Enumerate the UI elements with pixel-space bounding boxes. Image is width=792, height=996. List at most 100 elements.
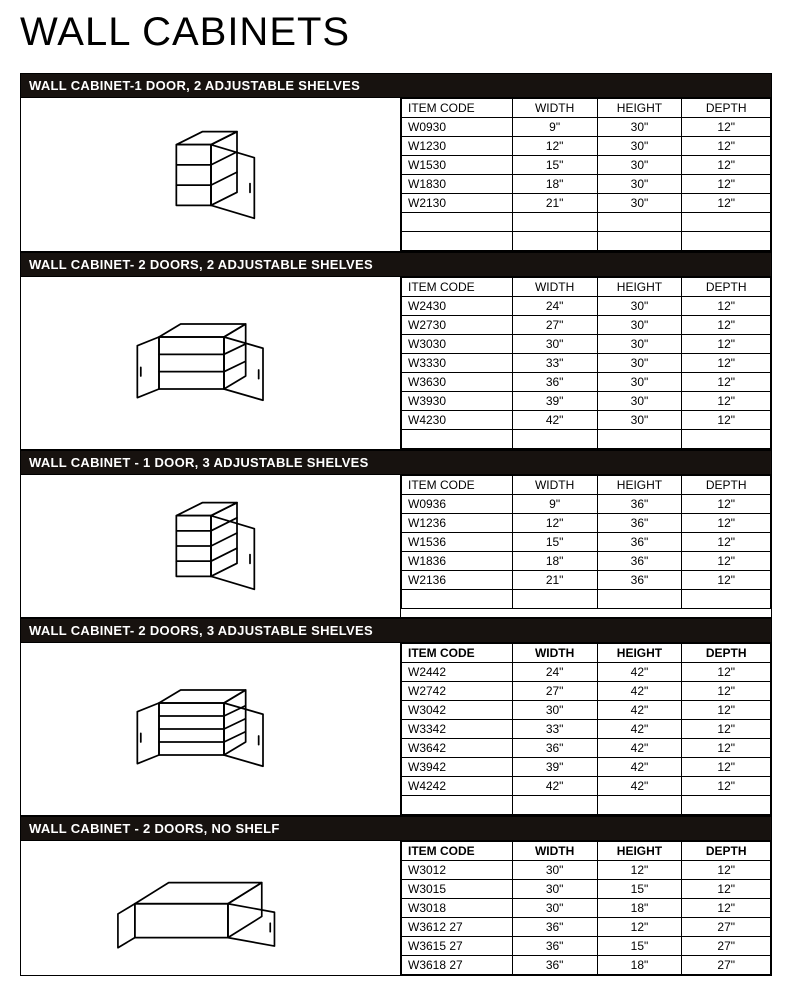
section-body: ITEM CODE WIDTH HEIGHT DEPTH W2430 24" 3… [20, 277, 772, 450]
cell-depth: 12" [682, 495, 771, 514]
spec-table: ITEM CODE WIDTH HEIGHT DEPTH W2430 24" 3… [401, 277, 771, 449]
col-header-code: ITEM CODE [402, 842, 513, 861]
cell-depth: 12" [682, 739, 771, 758]
table-row: W1236 12" 36" 12" [402, 514, 771, 533]
table-row: W3042 30" 42" 12" [402, 701, 771, 720]
cell-depth: 12" [682, 175, 771, 194]
cell-depth: 12" [682, 720, 771, 739]
cell-code: W3942 [402, 758, 513, 777]
cell-height: 30" [597, 156, 682, 175]
col-header-width: WIDTH [512, 99, 597, 118]
cell-height: 36" [597, 552, 682, 571]
cell-code: W3018 [402, 899, 513, 918]
cell-width: 36" [512, 739, 597, 758]
cell-code: W3330 [402, 354, 513, 373]
cell-width: 30" [512, 861, 597, 880]
table-row: W3018 30" 18" 12" [402, 899, 771, 918]
cell-width: 39" [512, 392, 597, 411]
cabinet-illustration [86, 853, 336, 963]
cell-code: W3342 [402, 720, 513, 739]
illustration-cell [21, 277, 401, 449]
table-row: W1230 12" 30" 12" [402, 137, 771, 156]
table-row: W2742 27" 42" 12" [402, 682, 771, 701]
table-cell: ITEM CODE WIDTH HEIGHT DEPTH W2442 24" 4… [401, 643, 771, 815]
col-header-depth: DEPTH [682, 842, 771, 861]
illustration-cell [21, 643, 401, 815]
cell-height: 36" [597, 495, 682, 514]
cell-height: 42" [597, 682, 682, 701]
col-header-height: HEIGHT [597, 644, 682, 663]
cell-width: 42" [512, 411, 597, 430]
col-header-width: WIDTH [512, 644, 597, 663]
cell-height: 18" [597, 956, 682, 975]
cell-width: 39" [512, 758, 597, 777]
cell-depth: 27" [682, 956, 771, 975]
cell-height: 42" [597, 739, 682, 758]
table-row: W1830 18" 30" 12" [402, 175, 771, 194]
cell-depth: 12" [682, 777, 771, 796]
cell-width: 33" [512, 720, 597, 739]
table-row: W0930 9" 30" 12" [402, 118, 771, 137]
table-row: W1530 15" 30" 12" [402, 156, 771, 175]
cell-height: 42" [597, 777, 682, 796]
col-header-height: HEIGHT [597, 99, 682, 118]
col-header-code: ITEM CODE [402, 644, 513, 663]
cell-depth: 12" [682, 701, 771, 720]
table-row-empty [402, 430, 771, 449]
illustration-cell [21, 98, 401, 251]
cell-depth: 12" [682, 758, 771, 777]
cell-code: W2442 [402, 663, 513, 682]
cell-code: W2730 [402, 316, 513, 335]
cell-code: W3615 27 [402, 937, 513, 956]
cell-code: W1836 [402, 552, 513, 571]
cell-height: 30" [597, 194, 682, 213]
cell-code: W4230 [402, 411, 513, 430]
cell-depth: 12" [682, 156, 771, 175]
cell-depth: 12" [682, 880, 771, 899]
section-body: ITEM CODE WIDTH HEIGHT DEPTH W0930 9" 30… [20, 98, 772, 252]
cell-depth: 12" [682, 861, 771, 880]
cell-depth: 12" [682, 118, 771, 137]
cell-code: W3618 27 [402, 956, 513, 975]
cell-depth: 12" [682, 316, 771, 335]
cell-height: 30" [597, 297, 682, 316]
cell-height: 30" [597, 354, 682, 373]
cabinet-illustration [121, 481, 301, 611]
cell-code: W2130 [402, 194, 513, 213]
col-header-code: ITEM CODE [402, 476, 513, 495]
cell-width: 21" [512, 194, 597, 213]
section-header: WALL CABINET - 2 DOORS, NO SHELF [20, 816, 772, 841]
cell-height: 30" [597, 137, 682, 156]
cell-code: W3015 [402, 880, 513, 899]
table-row: W1536 15" 36" 12" [402, 533, 771, 552]
cell-code: W2136 [402, 571, 513, 590]
cell-width: 27" [512, 682, 597, 701]
page: WALL CABINETS WALL CABINET-1 DOOR, 2 ADJ… [0, 0, 792, 996]
col-header-width: WIDTH [512, 476, 597, 495]
cell-depth: 12" [682, 899, 771, 918]
cell-width: 30" [512, 335, 597, 354]
cell-height: 36" [597, 533, 682, 552]
cell-code: W3630 [402, 373, 513, 392]
cell-height: 42" [597, 758, 682, 777]
cell-width: 36" [512, 956, 597, 975]
cell-code: W1530 [402, 156, 513, 175]
cell-width: 33" [512, 354, 597, 373]
table-header-row: ITEM CODE WIDTH HEIGHT DEPTH [402, 476, 771, 495]
table-row: W3942 39" 42" 12" [402, 758, 771, 777]
table-cell: ITEM CODE WIDTH HEIGHT DEPTH W2430 24" 3… [401, 277, 771, 449]
cell-depth: 12" [682, 533, 771, 552]
cell-height: 30" [597, 335, 682, 354]
cell-width: 12" [512, 514, 597, 533]
section-body: ITEM CODE WIDTH HEIGHT DEPTH W3012 30" 1… [20, 841, 772, 976]
cell-height: 42" [597, 663, 682, 682]
cell-width: 30" [512, 899, 597, 918]
section-header: WALL CABINET- 2 DOORS, 2 ADJUSTABLE SHEL… [20, 252, 772, 277]
col-header-depth: DEPTH [682, 278, 771, 297]
section-header: WALL CABINET-1 DOOR, 2 ADJUSTABLE SHELVE… [20, 73, 772, 98]
cell-height: 30" [597, 373, 682, 392]
cell-code: W1230 [402, 137, 513, 156]
col-header-code: ITEM CODE [402, 99, 513, 118]
cell-height: 18" [597, 899, 682, 918]
cell-code: W1536 [402, 533, 513, 552]
